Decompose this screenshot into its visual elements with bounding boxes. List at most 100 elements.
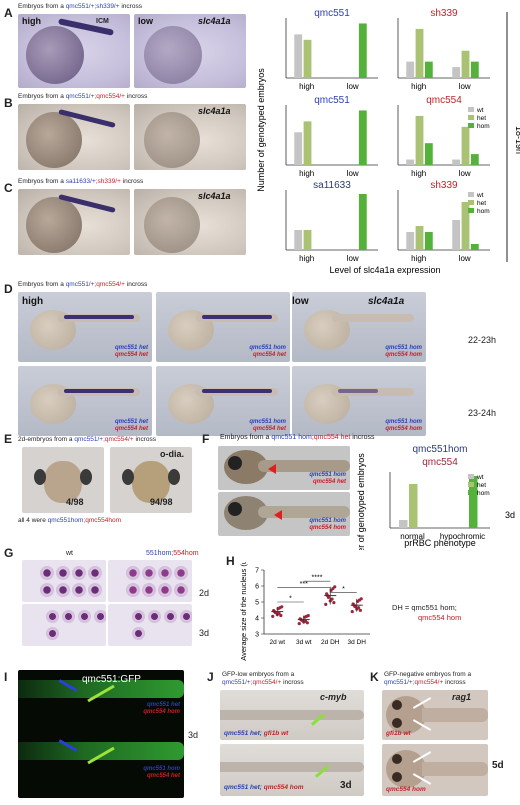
bar-hom: [470, 244, 479, 250]
embryo-yolk: [26, 26, 84, 84]
embryo-yolk: [144, 197, 200, 253]
embryo-genotype: qmc551 het qmc554 het: [115, 419, 148, 433]
caption-genotype-2: ;qmc554/+: [103, 436, 134, 443]
data-point: [306, 614, 310, 618]
significance-label: ****: [312, 575, 323, 582]
legend-swatch-het: [468, 482, 474, 487]
bar-het: [461, 126, 470, 165]
erythrocyte: [78, 610, 91, 623]
chart-title: sh339: [430, 180, 458, 191]
x-category-label: 3d wt: [296, 639, 312, 646]
genotype-line-1: qmc551 hom: [385, 419, 422, 425]
caption-genotype-1: qmc551/+: [74, 436, 104, 443]
gfp-trunk-lower: [18, 742, 184, 760]
caption-prefix: 2d-embryos from a: [18, 436, 75, 443]
embryo-yolk: [144, 112, 200, 168]
bar-het: [461, 202, 470, 250]
embryo-genotype: qmc551 het qmc554 het: [115, 345, 148, 359]
data-point: [332, 601, 336, 605]
panel-d-image: qmc551 het qmc554 het: [18, 292, 152, 362]
caption-genotype-2: ;qmc554/+: [94, 93, 125, 100]
dh-note-line-1: DH = qmc551 hom;: [392, 603, 457, 612]
embryo-genotype: qmc551 hom qmc554 het: [249, 345, 286, 359]
panel-f-caption: Embryos from a qmc551 hom;qmc554 het inc…: [220, 434, 374, 441]
stage-label: 3d: [188, 730, 199, 740]
caption-suffix: incross: [443, 679, 466, 686]
panel-letter-e: E: [4, 432, 13, 446]
embryo-head: [44, 461, 82, 503]
category-label: high: [299, 82, 314, 91]
larva-genotype: qmc551 hom qmc554 het: [309, 472, 346, 486]
embryo-eye: [122, 469, 134, 485]
stain-label: o-dia.: [160, 449, 184, 459]
panel-c-image-2: slc4a1a: [134, 189, 246, 255]
erythrocyte: [158, 583, 172, 597]
bar-het: [415, 115, 424, 165]
abc-bar-charts: Number of genotyped embryos Level of slc…: [256, 8, 520, 275]
larva-eye: [228, 456, 242, 470]
panel-letter-k: K: [370, 670, 379, 684]
column-label-part-2: 554hom: [173, 550, 199, 557]
bar-wt: [452, 159, 461, 165]
caption-genotype-1: qmc551 hom: [271, 434, 312, 441]
genotype-part-2: gfi1b wt: [263, 730, 289, 737]
genotype-line-2: qmc554 hom: [385, 352, 422, 358]
genotype-line-2: qmc554 het: [146, 773, 180, 779]
embryo-yolk: [144, 26, 202, 84]
data-point: [277, 611, 281, 616]
chart-title: sh339: [430, 8, 458, 19]
larva-eye: [392, 754, 402, 764]
erythrocyte: [142, 583, 156, 597]
panel-d-image: qmc551 hom qmc554 hom: [292, 366, 426, 436]
erythrocyte: [56, 583, 70, 597]
erythrocyte: [46, 610, 59, 623]
embryo-eye: [168, 469, 180, 485]
legend-label-het: het: [477, 200, 486, 207]
panel-k-image-1: rag1 gfi1b wt: [382, 690, 488, 740]
panel-letter-d: D: [4, 282, 13, 296]
panel-d-image: qmc551 hom qmc554 het: [156, 366, 290, 436]
panel-letter-i: I: [4, 670, 8, 684]
caption-suffix: incross: [281, 679, 304, 686]
legend-swatch-het: [468, 200, 474, 205]
genotype-line-1: qmc551 hom: [143, 766, 180, 772]
category-label: low: [459, 169, 471, 178]
erythrocyte: [164, 610, 177, 623]
larva-eye: [392, 718, 402, 728]
embryo-tail: [332, 314, 414, 322]
erythrocyte: [40, 566, 54, 580]
caption-genotype-2: ;qmc554/+: [94, 281, 125, 288]
data-point: [271, 614, 275, 618]
legend-swatch-het: [468, 115, 474, 120]
time-bracket-label: 18-19h: [514, 126, 520, 154]
panel-letter-b: B: [4, 96, 13, 110]
panel-f-image-2: qmc551 hom qmc554 hom: [218, 492, 350, 536]
panel-i-fluorescence-image: qmc551:GFP qmc551 het qmc554 hom qmc551 h…: [18, 670, 184, 798]
panel-j-caption: GFP-low embryos from a qmc551/+;qmc554/+…: [222, 671, 304, 687]
footnote-genotype-1: qmc551hom: [47, 517, 84, 524]
category-label: high: [299, 254, 314, 263]
slc4a1a-stain: [64, 315, 134, 319]
bar-y-axis-label: Number of genotyped embryos: [256, 68, 266, 192]
y-tick-label: 5: [255, 600, 259, 607]
chart-title: qmc551: [314, 95, 350, 106]
erythrocyte: [180, 610, 192, 623]
significance-label: *: [289, 596, 292, 603]
genotype-line-1: qmc551 hom: [385, 345, 422, 351]
x-category-label: 3d DH: [348, 639, 367, 646]
larva-genotype: qmc554 hom: [386, 786, 426, 793]
bar-het: [303, 230, 312, 250]
panel-j-image-2: qmc551 het; qmc554 hom 3d: [220, 744, 364, 796]
bar-hom: [470, 154, 479, 165]
caption-prefix: Embryos from a: [18, 178, 66, 185]
chart-title: qmc554: [426, 95, 462, 106]
category-label: low: [347, 169, 359, 178]
larva-body: [258, 460, 350, 472]
panel-b-image-1: [18, 104, 130, 170]
larva-genotype: qmc551 hom qmc554 hom: [309, 518, 346, 532]
expression-level-label: high: [22, 16, 41, 26]
transgene-label: qmc551:GFP: [82, 674, 141, 685]
caption-genotype-2: ;sh339/+: [95, 178, 121, 185]
genotype-line-1: qmc551 hom: [249, 419, 286, 425]
erythrocyte: [126, 583, 140, 597]
